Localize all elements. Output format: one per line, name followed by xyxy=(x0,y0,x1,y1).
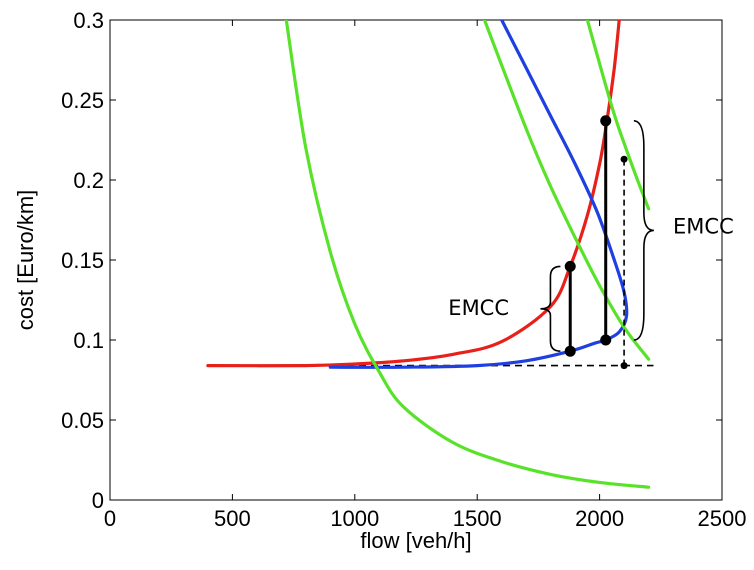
curves-group xyxy=(206,20,654,489)
x-axis-label: flow [veh/h] xyxy=(360,528,471,553)
plot-area: EMCC EMCC xyxy=(109,19,734,501)
emcc-brace-0 xyxy=(540,265,561,352)
point-marker-0 xyxy=(564,260,576,272)
series-line-green-2 xyxy=(284,20,651,489)
emcc-brace-1 xyxy=(633,120,654,341)
series-line-red-0 xyxy=(206,20,621,368)
x-tick-label: 2500 xyxy=(698,506,747,531)
x-tick-label: 500 xyxy=(214,506,251,531)
y-tick-label: 0.15 xyxy=(61,248,104,273)
y-tick-label: 0.1 xyxy=(73,328,104,353)
y-tick-label: 0 xyxy=(92,488,104,513)
point-marker-2 xyxy=(600,115,612,127)
series-line-green-4 xyxy=(585,20,651,211)
emcc-annotation-label: EMCC xyxy=(673,214,734,238)
y-tick-label: 0.3 xyxy=(73,8,104,33)
y-tick-label: 0.2 xyxy=(73,168,104,193)
point-marker-4 xyxy=(620,155,628,163)
axes-frame xyxy=(109,19,723,501)
x-tick-label: 2000 xyxy=(575,506,624,531)
y-axis-label: cost [Euro/km] xyxy=(13,190,38,331)
axis-ticks: 0 500 1000 1500 2000 2500 0 0.05 0.1 0.15 0.2 0.25 0… xyxy=(61,8,746,531)
y-tick-label: 0.05 xyxy=(61,408,104,433)
series-line-green-3 xyxy=(482,20,651,361)
point-marker-5 xyxy=(620,362,628,370)
x-tick-label: 0 xyxy=(104,506,116,531)
emcc-annotation-label: EMCC xyxy=(448,296,509,320)
point-marker-3 xyxy=(600,334,612,346)
y-tick-label: 0.25 xyxy=(61,88,104,113)
x-tick-label: 1000 xyxy=(330,506,379,531)
point-marker-1 xyxy=(564,345,576,357)
x-tick-label: 1500 xyxy=(453,506,502,531)
